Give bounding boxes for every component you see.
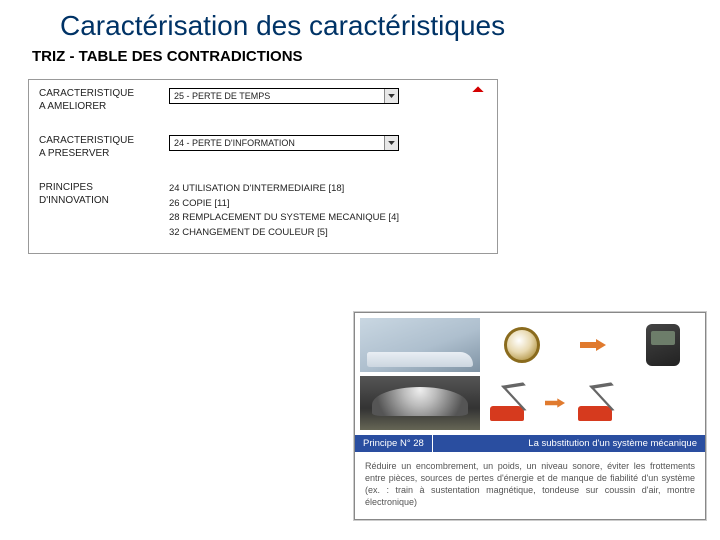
chevron-down-icon [384,89,398,103]
arrow-right-icon [544,396,566,410]
card-description: Réduire un encombrement, un poids, un ni… [355,452,705,519]
dropdown-improve[interactable]: 25 - PERTE DE TEMPS [169,88,399,104]
image-watches [484,318,700,372]
watch-digital-icon [646,324,680,366]
section-subtitle: TRIZ - TABLE DES CONTRADICTIONS [0,48,720,65]
label-principles: PRINCIPES D'INNOVATION [39,182,169,207]
principle-card: Principe N° 28 La substitution d'un syst… [354,312,706,520]
card-banner: Principe N° 28 La substitution d'un syst… [355,435,705,452]
label-preserve: CARACTERISTIQUE A PRESERVER [39,135,169,160]
mower-bottom-icon [572,383,626,423]
card-image-area [355,313,705,435]
mower-top-icon [484,383,538,423]
image-train [360,318,480,372]
row-principles: PRINCIPES D'INNOVATION 24 UTILISATION D'… [39,182,487,241]
principle-item: 24 UTILISATION D'INTERMEDIAIRE [18] [169,182,487,197]
banner-principle-title: La substitution d'un système mécanique [432,435,705,452]
principle-item: 26 COPIE [11] [169,197,487,212]
chevron-down-icon [384,136,398,150]
page-title: Caractérisation des caractéristiques [0,0,720,48]
label-improve: CARACTERISTIQUE A AMELIORER [39,88,169,113]
dropdown-preserve-value: 24 - PERTE D'INFORMATION [174,138,295,148]
dropdown-preserve[interactable]: 24 - PERTE D'INFORMATION [169,135,399,151]
principle-item: 28 REMPLACEMENT DU SYSTEME MECANIQUE [4] [169,211,487,226]
arrow-right-icon [579,338,607,352]
principles-list: 24 UTILISATION D'INTERMEDIAIRE [18] 26 C… [169,182,487,241]
watch-analog-icon [504,327,540,363]
row-improve: CARACTERISTIQUE A AMELIORER 25 - PERTE D… [39,88,487,113]
contradiction-form: CARACTERISTIQUE A AMELIORER 25 - PERTE D… [28,79,498,254]
dropdown-improve-value: 25 - PERTE DE TEMPS [174,91,270,101]
row-preserve: CARACTERISTIQUE A PRESERVER 24 - PERTE D… [39,135,487,160]
banner-principle-number: Principe N° 28 [355,435,432,452]
principle-item: 32 CHANGEMENT DE COULEUR [5] [169,226,487,241]
image-metro [360,376,480,430]
